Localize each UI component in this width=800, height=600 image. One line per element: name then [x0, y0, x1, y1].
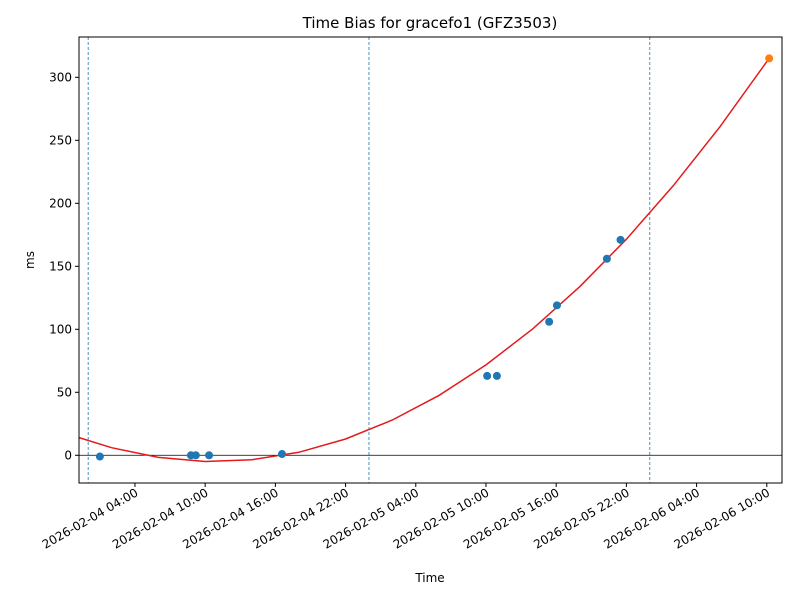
- y-tick-label: 0: [64, 448, 72, 462]
- chart-title: Time Bias for gracefo1 (GFZ3503): [302, 14, 558, 32]
- data-point: [278, 450, 287, 459]
- y-axis-label: ms: [23, 251, 37, 269]
- y-tick-label: 200: [49, 196, 72, 210]
- data-point: [191, 451, 200, 460]
- y-tick-label: 150: [49, 259, 72, 273]
- data-point: [205, 451, 214, 460]
- x-axis-label: Time: [414, 571, 444, 585]
- data-point: [95, 452, 104, 461]
- data-point: [616, 235, 625, 244]
- y-tick-label: 50: [57, 385, 72, 399]
- data-point: [545, 317, 554, 326]
- highlight-point: [765, 54, 774, 63]
- data-point: [552, 301, 561, 310]
- y-tick-label: 300: [49, 70, 72, 84]
- data-point: [483, 371, 492, 380]
- data-point: [602, 254, 611, 263]
- fit-curve: [78, 57, 770, 463]
- data-point: [492, 371, 501, 380]
- plot-frame: [78, 36, 783, 484]
- y-tick-label: 250: [49, 133, 72, 147]
- y-tick-label: 100: [49, 322, 72, 336]
